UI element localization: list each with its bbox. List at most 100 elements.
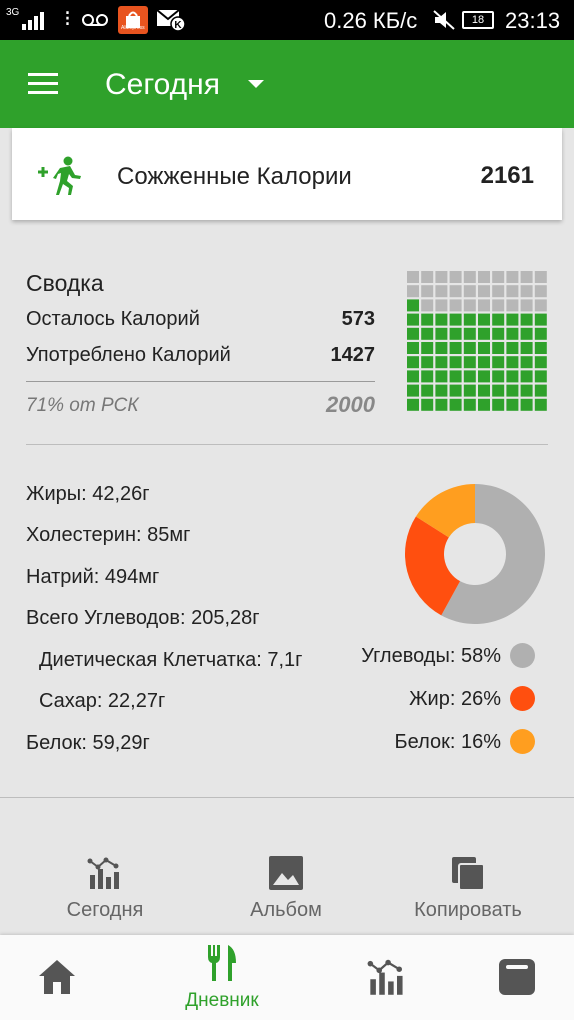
calorie-waffle-chart [407, 271, 547, 411]
nav-more[interactable] [482, 935, 552, 1020]
waffle-cell [421, 384, 434, 397]
nav-diary[interactable]: Дневник [160, 935, 284, 1020]
divider [26, 381, 375, 382]
copy-icon [452, 857, 485, 891]
waffle-cell [463, 327, 476, 340]
waffle-cell [435, 271, 448, 283]
waffle-cell [534, 313, 547, 326]
waffle-cell [520, 271, 533, 283]
today-report-button[interactable]: Сегодня [50, 855, 160, 922]
sodium-value: Натрий: 494мг [26, 566, 160, 588]
waffle-cell [435, 313, 448, 326]
album-button[interactable]: Альбом [231, 855, 341, 922]
fat-value: Жиры: 42,26г [26, 483, 150, 505]
signal-icon [22, 12, 44, 30]
legend-carbs-dot [510, 643, 535, 668]
waffle-cell [492, 285, 505, 298]
divider [0, 797, 574, 798]
nav-reports[interactable] [352, 935, 422, 1020]
waffle-cell [534, 356, 547, 369]
sugar-value: Сахар: 22,27г [39, 690, 166, 712]
waffle-cell [492, 271, 505, 283]
waffle-cell [407, 299, 419, 312]
chart-trend-icon [87, 857, 119, 889]
waffle-cell [506, 356, 519, 369]
waffle-cell [492, 299, 505, 312]
waffle-cell [449, 327, 462, 340]
bottom-navigation: Дневник [0, 935, 574, 1020]
consumed-calories-value: 1427 [330, 344, 376, 366]
page-title[interactable]: Сегодня [105, 68, 220, 101]
waffle-cell [492, 342, 505, 354]
waffle-cell [407, 327, 419, 340]
copy-button[interactable]: Копировать [398, 855, 538, 922]
waffle-cell [407, 384, 419, 397]
waffle-cell [421, 356, 434, 369]
mail-k-icon: K [156, 9, 186, 32]
waffle-cell [435, 342, 448, 354]
home-icon [39, 960, 75, 994]
waffle-cell [506, 370, 519, 383]
waffle-cell [407, 398, 419, 411]
waffle-cell [463, 285, 476, 298]
waffle-cell [478, 370, 490, 383]
burned-calories-label: Сожженные Калории [117, 163, 352, 190]
donut-slice-protein [415, 484, 475, 538]
waffle-cell [506, 299, 519, 312]
today-report-label: Сегодня [66, 899, 144, 921]
waffle-cell [435, 398, 448, 411]
waffle-cell [421, 313, 434, 326]
waffle-cell [421, 271, 434, 283]
waffle-cell [534, 327, 547, 340]
waffle-cell [520, 342, 533, 354]
waffle-cell [492, 384, 505, 397]
macro-donut-chart [405, 484, 545, 624]
waffle-cell [478, 313, 490, 326]
waffle-cell [520, 285, 533, 298]
network-type: 3G [6, 7, 20, 18]
menu-icon[interactable] [28, 73, 58, 95]
waffle-cell [534, 299, 547, 312]
legend-protein-label: Белок: 16% [394, 731, 502, 753]
fiber-value: Диетическая Клетчатка: 7,1г [39, 649, 303, 671]
burned-calories-card[interactable]: Сожженные Калории 2161 [12, 128, 562, 220]
waffle-cell [435, 299, 448, 312]
waffle-cell [407, 313, 419, 326]
waffle-cell [478, 327, 490, 340]
legend-fat-dot [510, 686, 535, 711]
waffle-cell [534, 370, 547, 383]
network-speed: 0.26 КБ/с [324, 8, 418, 33]
waffle-cell [492, 327, 505, 340]
donut-slice-fat [405, 516, 461, 616]
legend-protein-dot [510, 729, 535, 754]
waffle-cell [449, 398, 462, 411]
waffle-cell [520, 398, 533, 411]
waffle-cell [492, 370, 505, 383]
chevron-down-icon[interactable] [248, 80, 264, 88]
clock: 23:13 [505, 8, 561, 33]
divider [26, 444, 548, 445]
waffle-cell [449, 384, 462, 397]
album-label: Альбом [250, 899, 322, 921]
nav-home[interactable] [22, 935, 92, 1020]
copy-label: Копировать [414, 899, 522, 921]
waffle-cell [534, 285, 547, 298]
waffle-cell [463, 313, 476, 326]
donut-slice-carbs [441, 484, 545, 624]
waffle-cell [449, 299, 462, 312]
app-bar: Сегодня [0, 40, 574, 128]
more-square-icon [499, 959, 535, 995]
waffle-cell [506, 342, 519, 354]
percent-of-goal-label: 71% от РСК [26, 395, 139, 416]
summary-title: Сводка [26, 270, 104, 296]
waffle-cell [421, 398, 434, 411]
status-bar: 3G ⁝ AliExpress K 0.26 КБ/с 18 23:13 [0, 0, 574, 40]
waffle-cell [534, 384, 547, 397]
waffle-cell [449, 285, 462, 298]
consumed-calories-label: Употреблено Калорий [26, 344, 231, 366]
aliexpress-label: AliExpress [121, 25, 145, 31]
waffle-cell [421, 285, 434, 298]
chart-trend-icon [367, 959, 403, 995]
waffle-cell [463, 398, 476, 411]
waffle-cell [407, 370, 419, 383]
